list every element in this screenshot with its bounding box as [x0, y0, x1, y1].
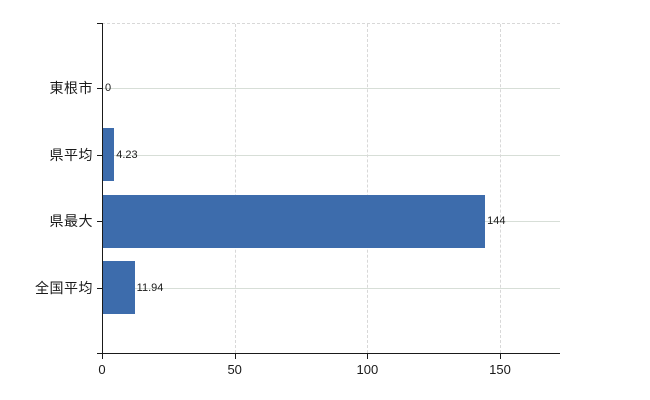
x-tick-label: 100: [356, 362, 379, 377]
y-tick-mark: [97, 23, 102, 24]
y-tick-mark: [97, 88, 102, 90]
x-tick-mark: [102, 354, 103, 359]
y-tick-mark: [97, 221, 102, 223]
y-axis-line: [102, 23, 103, 354]
h-gridline: [103, 88, 560, 90]
v-gridline: [234, 24, 236, 353]
x-tick-label: 150: [489, 362, 511, 377]
y-tick-mark: [97, 353, 102, 354]
bar-value-label: 144: [487, 215, 506, 228]
bar: [103, 194, 486, 248]
bar: [103, 128, 115, 182]
h-gridline: [103, 154, 560, 156]
x-tick-mark: [234, 354, 236, 359]
bar-value-label: 11.94: [136, 281, 164, 294]
x-tick-mark: [500, 354, 502, 359]
category-label: 県平均: [49, 146, 93, 163]
v-gridline: [500, 24, 502, 353]
x-tick-mark: [367, 354, 369, 359]
x-tick-label: 50: [227, 362, 242, 377]
v-gridline: [367, 24, 369, 353]
x-axis-line: [102, 353, 560, 354]
bar-value-label: 0: [105, 82, 112, 95]
h-gridline: [103, 287, 560, 289]
bar-value-label: 4.23: [116, 148, 138, 161]
bar: [103, 261, 135, 315]
category-label: 東根市: [49, 80, 93, 97]
y-tick-mark: [97, 154, 102, 156]
category-label: 県最大: [49, 213, 93, 230]
y-tick-mark: [97, 287, 102, 289]
category-label: 全国平均: [35, 279, 93, 296]
plot-top-border: [102, 23, 560, 24]
x-tick-label: 0: [98, 362, 106, 377]
